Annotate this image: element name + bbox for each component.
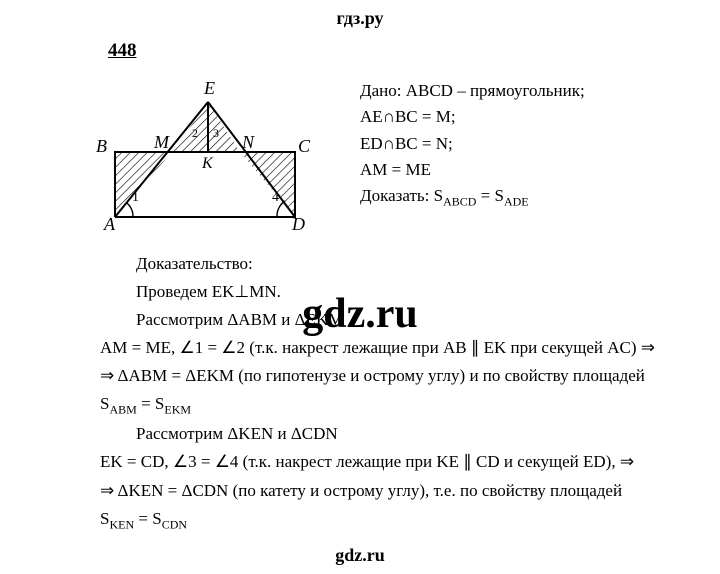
angle-3: 3 — [213, 126, 219, 141]
prove-line: Доказать: SABCD = SADE — [360, 183, 585, 211]
top-row: E B C A D M N K 1 2 3 4 Дано: ABCD – пря… — [100, 72, 680, 232]
label-B: B — [96, 136, 107, 157]
proof-line: EK = CD, ∠3 = ∠4 (т.к. накрест лежащие п… — [100, 448, 680, 476]
label-N: N — [242, 132, 254, 153]
proof-block: Доказательство: Проведем EK⊥MN. Рассмотр… — [100, 250, 680, 535]
proof-line: AM = ME, ∠1 = ∠2 (т.к. накрест лежащие п… — [100, 334, 680, 362]
label-M: M — [154, 132, 169, 153]
angle-2: 2 — [192, 126, 198, 141]
proof-line: Проведем EK⊥MN. — [100, 278, 680, 306]
proof-line: SABM = SEKM — [100, 390, 680, 420]
label-E: E — [204, 78, 215, 99]
proof-line: Рассмотрим ΔKEN и ΔCDN — [100, 420, 680, 448]
proof-line: ⇒ ΔABM = ΔEKM (по гипотенузе и острому у… — [100, 362, 680, 390]
proof-line: ⇒ ΔKEN = ΔCDN (по катету и острому углу)… — [100, 477, 680, 505]
given-line: AE∩BC = M; — [360, 104, 585, 130]
geometry-figure: E B C A D M N K 1 2 3 4 — [100, 72, 310, 232]
problem-number: 448 — [108, 40, 680, 62]
label-A: A — [104, 214, 115, 235]
proof-title: Доказательство: — [100, 250, 680, 278]
label-K: K — [202, 155, 213, 173]
given-block: Дано: ABCD – прямоугольник; AE∩BC = M; E… — [360, 72, 585, 211]
given-line: Дано: ABCD – прямоугольник; — [360, 78, 585, 104]
proof-line: Рассмотрим ΔABM и ΔEKM — [100, 306, 680, 334]
angle-1: 1 — [132, 190, 139, 206]
proof-line: SKEN = SCDN — [100, 505, 680, 535]
given-line: AM = ME — [360, 157, 585, 183]
label-C: C — [298, 136, 310, 157]
page-content: 448 — [0, 0, 720, 565]
angle-4: 4 — [272, 190, 279, 206]
given-line: ED∩BC = N; — [360, 131, 585, 157]
label-D: D — [292, 214, 305, 235]
